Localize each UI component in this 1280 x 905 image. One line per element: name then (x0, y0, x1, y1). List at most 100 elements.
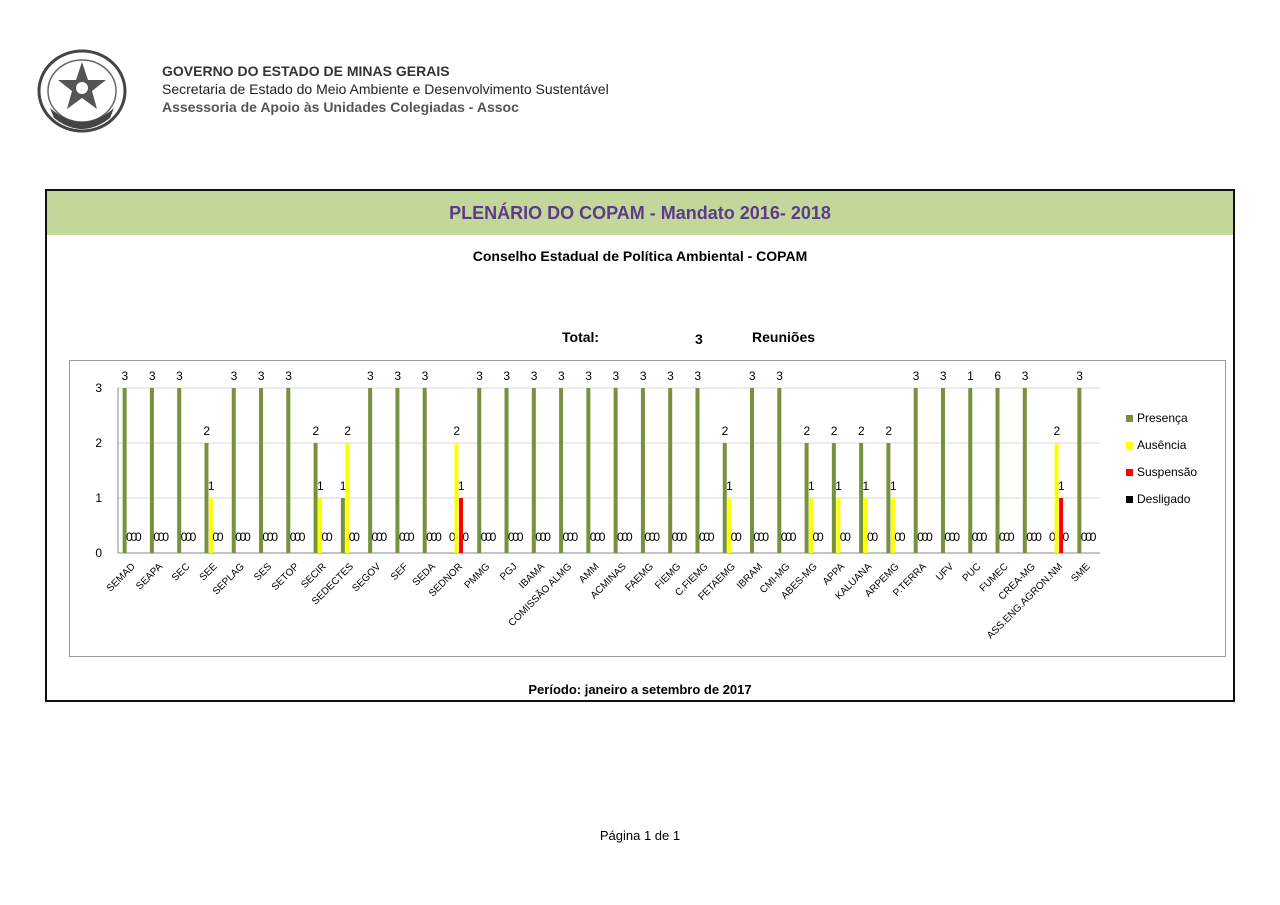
data-label: 0 (485, 530, 492, 544)
data-label: 3 (613, 369, 620, 383)
data-label: 0 (1003, 530, 1010, 544)
data-label: 0 (290, 530, 297, 544)
data-label: 0 (922, 530, 929, 544)
data-label: 0 (381, 530, 388, 544)
data-label: 0 (321, 530, 328, 544)
data-label: 0 (817, 530, 824, 544)
data-label: 0 (135, 530, 142, 544)
x-category-label: SEC (170, 561, 192, 583)
bar-presença (177, 388, 182, 553)
data-label: 0 (217, 530, 224, 544)
legend-swatch-presença (1126, 415, 1133, 422)
x-category-label: SETOP (270, 561, 302, 593)
data-label: 3 (585, 369, 592, 383)
bar-presença (750, 388, 755, 553)
bar-presença (668, 388, 673, 553)
data-label: 0 (1008, 530, 1015, 544)
data-label: 0 (399, 530, 406, 544)
chart-subtitle: Conselho Estadual de Política Ambiental … (472, 248, 808, 264)
bar-presença (1077, 388, 1082, 553)
data-label: 0 (267, 530, 274, 544)
data-label: 0 (735, 530, 742, 544)
data-label: 0 (1049, 530, 1056, 544)
bar-presença (340, 498, 345, 553)
data-label: 3 (149, 369, 156, 383)
bar-presença (913, 388, 918, 553)
data-label: 0 (158, 530, 165, 544)
bar-ausência (318, 498, 323, 553)
data-label: 0 (1085, 530, 1092, 544)
data-label: 0 (649, 530, 656, 544)
data-label: 0 (976, 530, 983, 544)
data-label: 0 (599, 530, 606, 544)
data-label: 0 (981, 530, 988, 544)
data-label: 0 (972, 530, 979, 544)
y-tick-label: 1 (95, 491, 102, 505)
bar-ausência (809, 498, 814, 553)
data-label: 3 (776, 369, 783, 383)
letterhead: GOVERNO DO ESTADO DE MINAS GERAIS Secret… (36, 48, 736, 138)
bar-presença (504, 388, 509, 553)
data-label: 0 (271, 530, 278, 544)
bar-presença (231, 388, 236, 553)
gov-name: GOVERNO DO ESTADO DE MINAS GERAIS (162, 63, 450, 79)
data-label: 0 (590, 530, 597, 544)
bar-presença (586, 388, 591, 553)
data-label: 2 (203, 424, 210, 438)
data-label: 0 (181, 530, 188, 544)
data-label: 0 (1062, 530, 1069, 544)
data-label: 1 (1058, 479, 1065, 493)
data-label: 0 (535, 530, 542, 544)
data-label: 1 (340, 479, 347, 493)
data-label: 0 (758, 530, 765, 544)
bar-presença (613, 388, 618, 553)
bar-ausência (890, 498, 895, 553)
legend-label: Presença (1137, 411, 1188, 425)
data-label: 3 (940, 369, 947, 383)
data-label: 0 (1031, 530, 1038, 544)
attendance-chart: 01233000SEMAD3000SEAPA3000SEC2100SEE3000… (95, 369, 1197, 641)
data-label: 0 (481, 530, 488, 544)
state-seal-icon (37, 49, 127, 133)
data-label: 0 (840, 530, 847, 544)
data-label: 2 (722, 424, 729, 438)
bar-presença (122, 388, 127, 553)
data-label: 2 (1053, 424, 1060, 438)
bar-presença (722, 443, 727, 553)
data-label: 0 (762, 530, 769, 544)
bar-presença (477, 388, 482, 553)
data-label: 0 (944, 530, 951, 544)
data-label: 0 (349, 530, 356, 544)
data-label: 3 (913, 369, 920, 383)
data-label: 0 (490, 530, 497, 544)
data-label: 0 (162, 530, 169, 544)
bar-ausência (727, 498, 732, 553)
data-label: 0 (622, 530, 629, 544)
data-label: 1 (317, 479, 324, 493)
bar-ausência (863, 498, 868, 553)
data-label: 2 (858, 424, 865, 438)
data-label: 0 (790, 530, 797, 544)
data-label: 3 (122, 369, 129, 383)
data-label: 0 (617, 530, 624, 544)
data-label: 0 (567, 530, 574, 544)
x-category-label: SEF (389, 561, 411, 583)
data-label: 1 (835, 479, 842, 493)
data-label: 0 (299, 530, 306, 544)
data-label: 1 (458, 479, 465, 493)
data-label: 0 (235, 530, 242, 544)
data-label: 3 (694, 369, 701, 383)
x-category-label: PUC (961, 561, 984, 584)
data-label: 0 (1026, 530, 1033, 544)
data-label: 3 (258, 369, 265, 383)
bar-presença (286, 388, 291, 553)
bar-presença (640, 388, 645, 553)
x-category-label: SEGOV (350, 561, 383, 594)
bar-ausência (208, 498, 213, 553)
data-label: 0 (676, 530, 683, 544)
legend-swatch-suspensão (1126, 469, 1133, 476)
legend-swatch-ausência (1126, 442, 1133, 449)
period-text: Período: janeiro a setembro de 2017 (528, 682, 752, 697)
data-label: 0 (571, 530, 578, 544)
bar-presença (695, 388, 700, 553)
